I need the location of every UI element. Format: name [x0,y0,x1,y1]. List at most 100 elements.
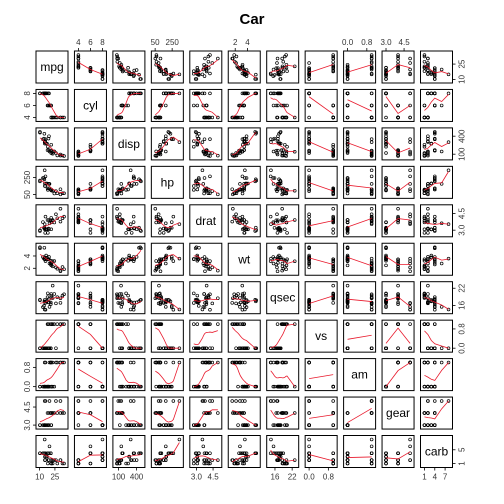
data-point [192,346,196,350]
data-point [134,68,139,72]
panel-frame [112,88,146,122]
panel-vs-vs-hp [150,319,184,353]
data-point [275,360,280,365]
data-point [50,411,55,415]
data-point [276,184,281,188]
data-point [119,292,124,296]
data-point [285,69,289,73]
data-point [422,265,427,269]
data-point [369,174,374,179]
panel-gear-vs-vs [304,396,338,430]
panel-cyl-vs-mpg [35,88,69,122]
data-point [396,54,400,59]
panel-am-vs-mpg [35,358,69,392]
data-point [272,176,277,180]
data-point [292,384,297,389]
data-point [384,91,388,96]
panel-frame [150,127,184,161]
data-point [100,423,105,427]
data-point [307,307,311,312]
data-point [54,189,58,193]
data-point [120,451,125,455]
data-point [243,91,247,96]
panel-qsec-vs-am [343,281,377,315]
data-point [208,137,212,141]
smooth-line [116,180,141,192]
data-point [422,293,427,298]
data-point [126,103,130,108]
data-point [384,292,388,296]
data-point [422,153,427,158]
data-point [197,136,201,141]
data-point [164,346,168,350]
smooth-line [424,330,449,349]
data-point [408,301,412,305]
panel-frame [35,281,69,315]
data-point [345,65,350,70]
data-point [204,283,209,288]
panel-mpg-vs-qsec [266,50,300,84]
data-point [216,322,220,326]
smooth-line [78,255,103,267]
data-point [177,140,182,144]
data-point [134,423,139,427]
data-point [158,56,163,61]
data-point [100,451,105,455]
smooth-line [78,411,103,422]
smooth-line [155,63,180,76]
data-point [446,346,451,350]
panel-frame [304,319,338,353]
data-point [45,186,50,191]
panel-frame [150,242,184,276]
data-point [307,423,311,427]
data-point [243,346,247,350]
data-point [426,227,430,232]
data-point [422,259,427,263]
data-point [275,189,279,193]
data-point [243,168,247,173]
panel-frame [112,435,146,468]
data-point [124,423,128,427]
data-point [193,130,198,134]
data-point [126,66,130,70]
panel-qsec-vs-disp [112,281,146,315]
data-point [408,437,412,442]
data-point [433,307,437,312]
data-point [345,220,350,224]
data-point [331,423,335,427]
data-point [210,265,215,270]
panel-frame [150,435,184,468]
tick-label-right-disp: 400 [458,129,467,143]
data-point [166,229,171,233]
smooth-line [116,367,142,387]
data-point [422,103,427,108]
data-point [275,187,280,191]
data-point [244,91,249,96]
data-point [280,411,285,415]
panel-wt-vs-mpg [35,242,69,276]
panel-drat-vs-am [343,204,377,238]
data-point [49,384,54,389]
panel-carb-vs-carb: carb [420,435,453,468]
data-point [158,257,162,262]
panel-disp-vs-vs [304,127,338,161]
data-point [276,91,280,96]
data-point [158,269,163,274]
data-point [158,142,163,147]
data-point [200,360,205,365]
data-point [195,68,200,72]
tick-label-top-cyl: 6 [88,38,93,47]
data-point [206,191,211,195]
data-point [384,134,388,138]
data-point [234,360,238,365]
data-point [269,91,273,96]
data-point [76,411,81,415]
panel-frame [189,50,223,84]
data-point [433,130,437,135]
smooth-line [347,334,372,340]
data-point [164,444,168,449]
panel-am-vs-cyl [73,358,107,392]
panel-frame [150,281,184,315]
panel-cyl-vs-carb [420,88,453,122]
data-point [238,187,242,192]
